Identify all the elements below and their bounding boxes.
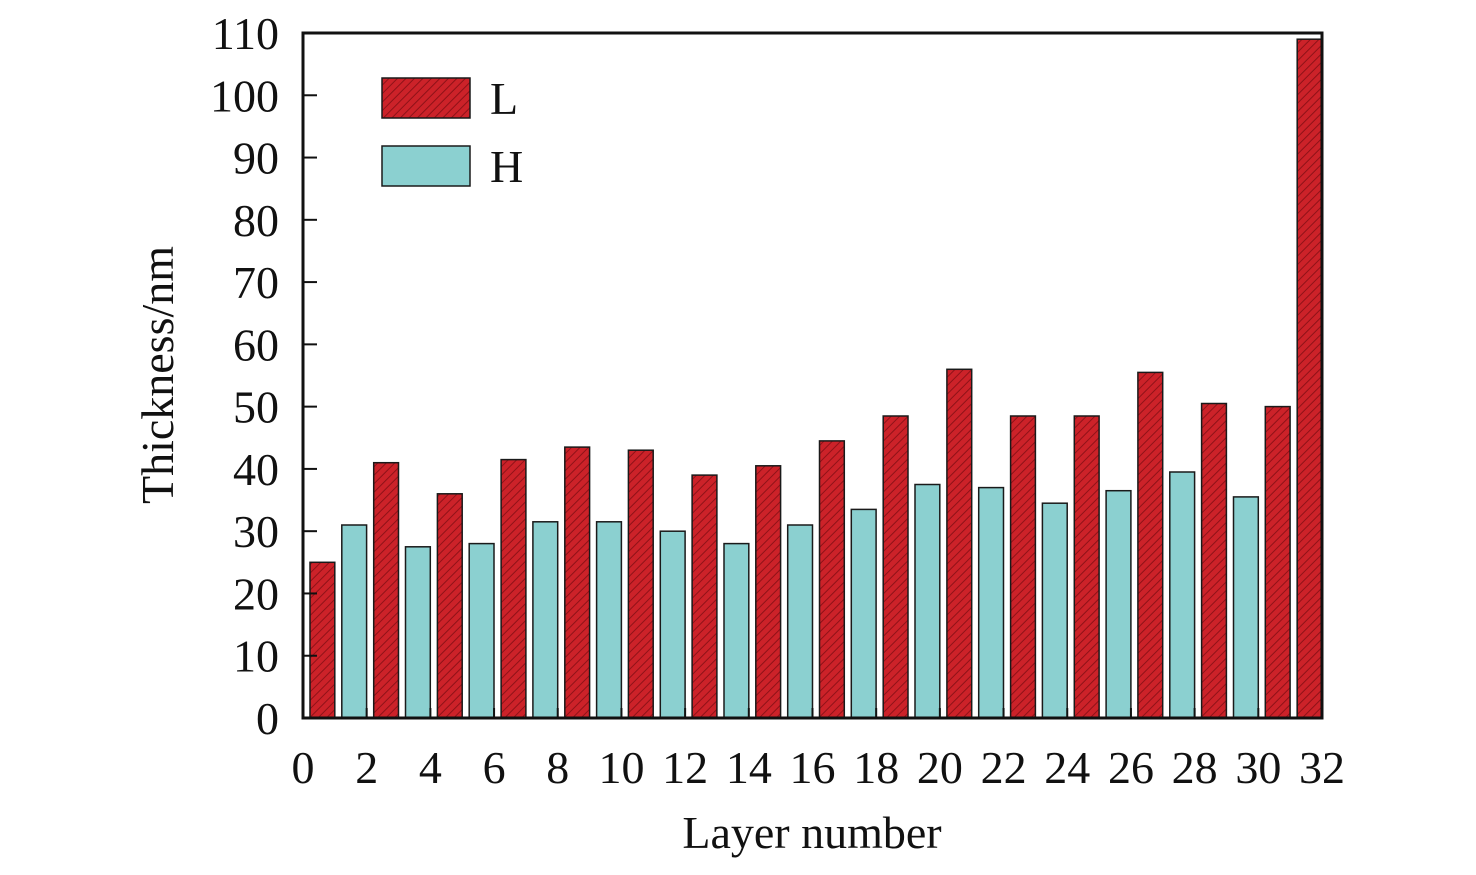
- y-tick-label: 0: [256, 693, 279, 744]
- bar-l-layer-19: [882, 415, 909, 719]
- y-tick-label: 30: [233, 506, 279, 557]
- bar-l-layer-15: [755, 465, 782, 719]
- legend: LH: [381, 73, 523, 192]
- bar-h-layer-28: [1169, 471, 1196, 719]
- x-tick-label: 8: [546, 742, 569, 793]
- bar-h-layer-2: [341, 524, 368, 719]
- y-tick-label: 90: [233, 133, 279, 184]
- legend-swatch-h: [381, 145, 471, 187]
- y-tick-label: 60: [233, 319, 279, 370]
- bar-h-layer-30: [1232, 496, 1260, 719]
- x-tick-label: 6: [483, 742, 506, 793]
- bar-l-layer-13: [691, 474, 718, 719]
- bar-h-layer-12: [659, 530, 686, 719]
- bar-l-layer-9: [564, 446, 591, 719]
- bar-h-layer-4: [404, 546, 432, 719]
- x-tick-label: 32: [1299, 742, 1345, 793]
- bar-l-layer-5: [436, 493, 463, 719]
- bar-l-layer-7: [500, 458, 527, 719]
- x-tick-label: 18: [853, 742, 899, 793]
- legend-label-h: H: [490, 141, 523, 192]
- legend-label-l: L: [490, 73, 518, 124]
- y-tick-label: 70: [233, 257, 279, 308]
- bar-h-layer-26: [1105, 489, 1132, 719]
- bar-h-layer-14: [723, 542, 750, 719]
- bar-l-layer-23: [1009, 415, 1037, 719]
- y-tick-label: 100: [210, 70, 279, 121]
- x-tick-label: 30: [1235, 742, 1281, 793]
- x-axis-ticks: 0 2 4 6 8 10 12 14 16 18 20 22 24 26 28 30 32: [292, 708, 1345, 793]
- x-axis-label: Layer number: [682, 807, 941, 858]
- x-tick-label: 16: [790, 742, 836, 793]
- bar-l-layer-11: [627, 449, 654, 719]
- bar-h-layer-8: [532, 521, 559, 719]
- x-tick-label: 24: [1044, 742, 1090, 793]
- y-tick-label: 110: [212, 8, 279, 59]
- bar-h-layer-18: [850, 508, 877, 719]
- bar-l-layer-3: [372, 461, 400, 719]
- bar-h-layer-10: [595, 521, 623, 719]
- x-tick-label: 14: [726, 742, 772, 793]
- y-tick-label: 20: [233, 568, 279, 619]
- bar-l-layer-29: [1200, 402, 1228, 719]
- bars-layer: [309, 38, 1323, 719]
- bar-l-layer-1: [309, 561, 336, 719]
- y-tick-label: 40: [233, 444, 279, 495]
- x-tick-label: 4: [419, 742, 442, 793]
- bar-l-layer-31: [1264, 405, 1291, 719]
- legend-swatch-l: [381, 77, 471, 119]
- bar-h-layer-16: [786, 524, 814, 719]
- bar-h-layer-20: [914, 483, 941, 719]
- bar-h-layer-24: [1041, 502, 1068, 719]
- bar-l-layer-17: [818, 440, 846, 719]
- x-tick-label: 26: [1108, 742, 1154, 793]
- x-tick-label: 2: [355, 742, 378, 793]
- x-tick-label: 12: [662, 742, 708, 793]
- bar-h-layer-22: [977, 486, 1005, 719]
- x-tick-label: 10: [598, 742, 644, 793]
- x-tick-label: 22: [981, 742, 1027, 793]
- y-tick-label: 50: [233, 382, 279, 433]
- x-tick-label: 28: [1172, 742, 1218, 793]
- x-tick-label: 20: [917, 742, 963, 793]
- bar-h-layer-6: [468, 542, 495, 719]
- bar-l-layer-21: [946, 368, 973, 719]
- bar-l-layer-27: [1137, 371, 1164, 719]
- x-tick-label: 0: [292, 742, 315, 793]
- y-tick-label: 80: [233, 195, 279, 246]
- bar-l-layer-25: [1073, 415, 1100, 719]
- y-tick-label: 10: [233, 631, 279, 682]
- y-axis-label: Thickness/nm: [132, 246, 183, 504]
- y-axis-ticks: 0 10 20 30 40 50 60 70 80 90 100 110: [210, 8, 317, 744]
- bar-l-layer-32: [1296, 38, 1323, 719]
